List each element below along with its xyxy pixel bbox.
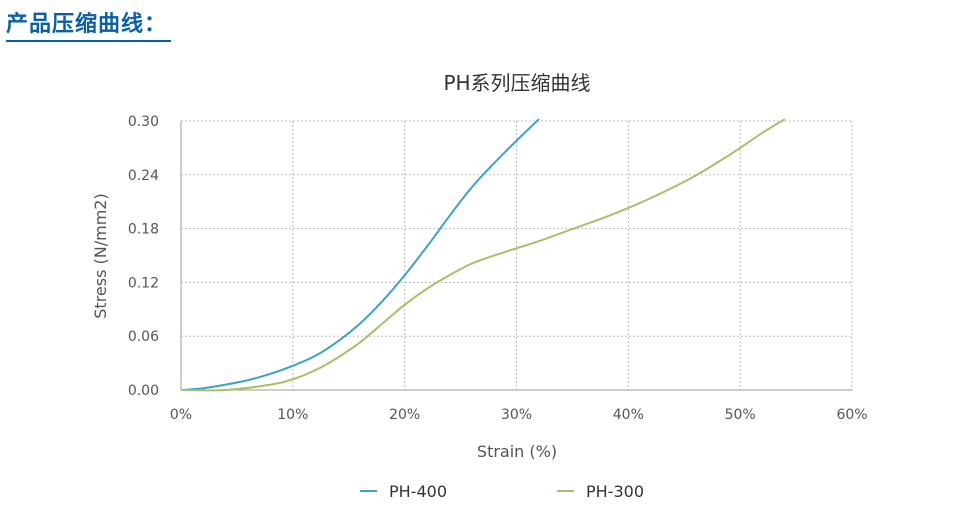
y-tick-label: 0.24 <box>128 168 159 184</box>
chart-axes: 0% 10% 20% 30% 40% 50% 60% 0.00 0.06 0.12 0.18 0.24… <box>128 114 868 423</box>
chart-title: PH系列压缩曲线 <box>443 71 590 95</box>
x-tick-label: 50% <box>725 407 756 423</box>
section-heading: 产品压缩曲线： <box>6 10 172 42</box>
x-tick-label: 40% <box>613 407 644 423</box>
x-axis-label: Strain (%) <box>477 442 557 461</box>
legend-label-ph-300: PH-300 <box>586 482 644 501</box>
y-tick-label: 0.06 <box>128 329 159 345</box>
y-tick-label: 0.00 <box>128 383 159 399</box>
x-tick-label: 10% <box>277 407 308 423</box>
legend-label-ph-400: PH-400 <box>389 482 447 501</box>
series-line-ph-300 <box>180 118 786 392</box>
y-axis-label: Stress (N/mm2) <box>91 193 110 318</box>
chart-lines <box>180 118 786 392</box>
x-tick-label: 20% <box>389 407 420 423</box>
x-tick-label: 0% <box>170 407 192 423</box>
x-tick-label: 30% <box>501 407 532 423</box>
y-tick-label: 0.12 <box>128 275 159 291</box>
x-tick-label: 60% <box>836 407 867 423</box>
series-line-ph-400 <box>180 118 540 391</box>
chart-legend: PH-400 PH-300 <box>360 482 644 501</box>
chart-grid <box>181 120 853 390</box>
y-tick-label: 0.18 <box>128 222 159 238</box>
y-tick-label: 0.30 <box>128 114 159 130</box>
